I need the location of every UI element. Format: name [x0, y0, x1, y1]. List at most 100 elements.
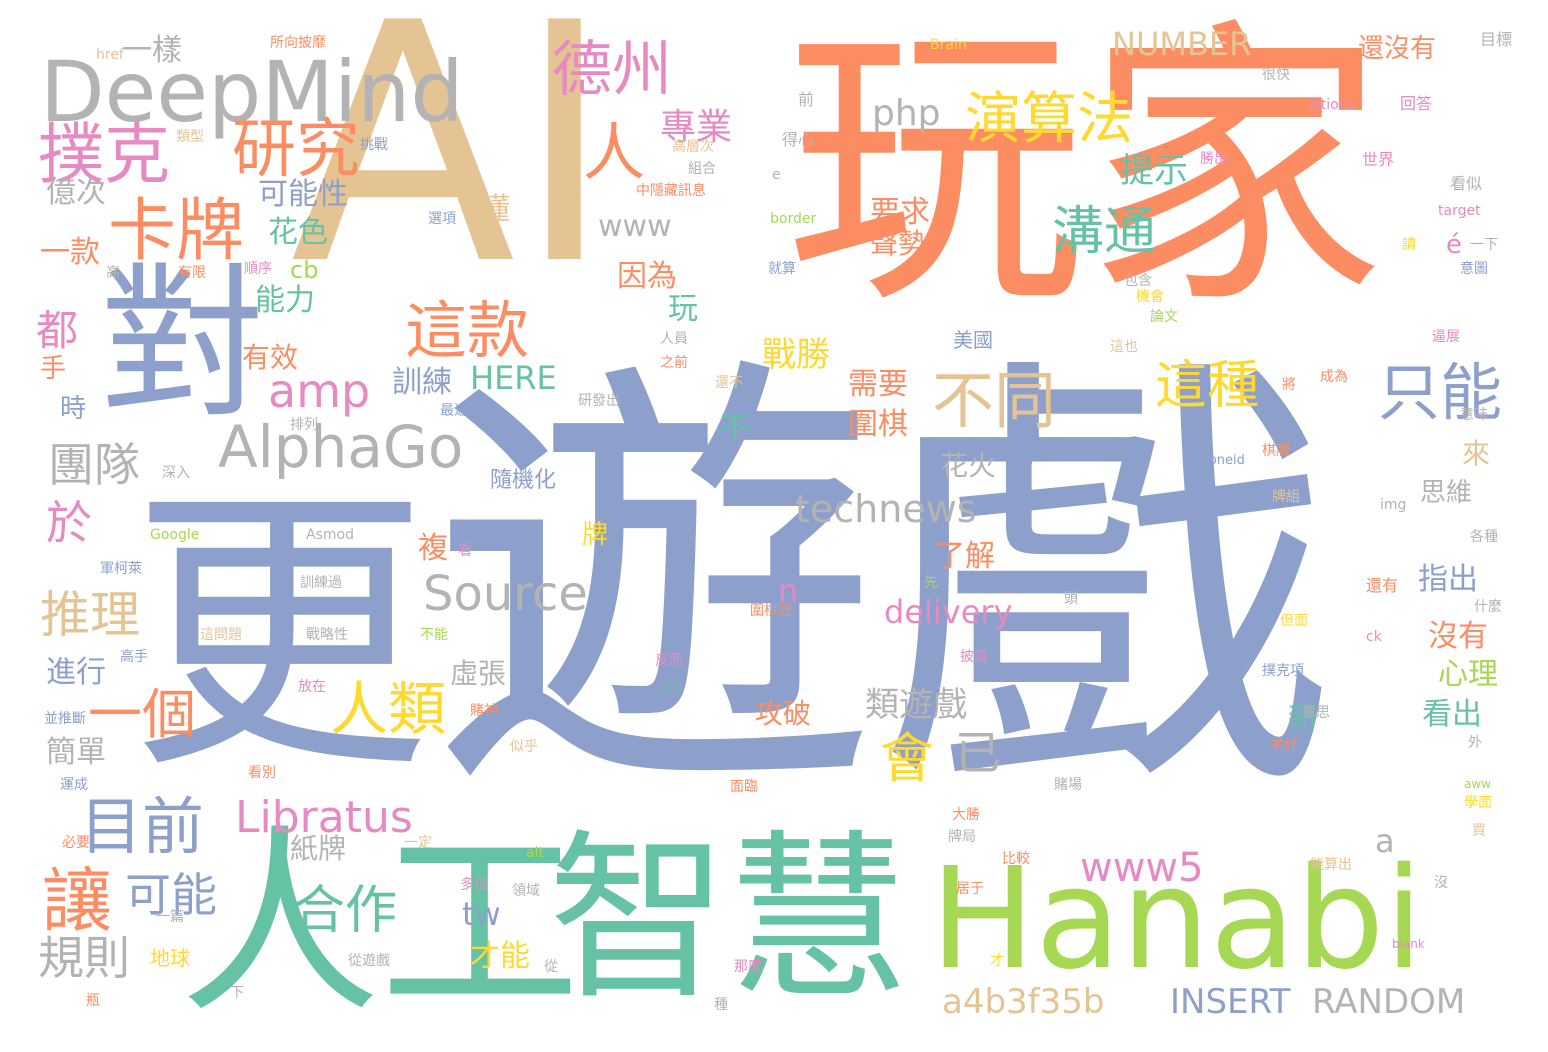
word-cloud-word: 反而 — [655, 653, 683, 669]
word-cloud-word: 並推斷 — [44, 711, 86, 727]
word-cloud-word: 簡單 — [46, 735, 106, 770]
word-cloud-word: 下 — [230, 985, 244, 1001]
word-cloud-word: 類遊戲 — [865, 685, 967, 725]
word-cloud-word: 意味 — [1460, 407, 1488, 423]
word-cloud-word: 勝出 — [1200, 151, 1228, 167]
word-cloud-word: 懂 — [480, 192, 510, 227]
word-cloud-word: Google — [150, 527, 200, 543]
word-cloud-word: www5 — [1080, 845, 1204, 891]
word-cloud-word: 戰勝 — [762, 335, 830, 375]
word-cloud-word: 所向披靡 — [270, 35, 326, 51]
word-cloud-word: 學面 — [1464, 795, 1492, 811]
word-cloud-word: 不能 — [420, 627, 448, 643]
word-cloud-word: 人 — [583, 116, 646, 189]
word-cloud-word: 什麼 — [1474, 599, 1502, 615]
word-cloud-word: 撲克 — [38, 116, 170, 193]
word-cloud-word: 成為 — [1320, 369, 1348, 385]
word-cloud-word: 多位 — [460, 877, 488, 893]
word-cloud-word: 人類 — [330, 675, 447, 743]
word-cloud-word: 回答 — [1400, 94, 1433, 113]
word-cloud-word: 但面 — [1280, 613, 1308, 629]
word-cloud-word: 不過 — [596, 427, 624, 443]
word-cloud-word: HERE — [470, 359, 557, 397]
word-cloud-word: é — [1446, 230, 1462, 260]
word-cloud-word: 得心 — [782, 130, 815, 149]
word-cloud-word: 人工 — [180, 808, 581, 1041]
word-cloud-word: technews — [795, 487, 977, 531]
word-cloud-word: a4b3f35b — [942, 982, 1105, 1022]
word-cloud-word: 賭神 — [470, 703, 498, 719]
word-cloud-word: 就算 — [768, 261, 796, 277]
word-cloud-word: 研發出 — [578, 393, 620, 409]
word-cloud-word: 放在 — [298, 679, 326, 695]
word-cloud-word: 智慧 — [548, 815, 909, 1024]
word-cloud-word: 看出 — [1422, 697, 1482, 732]
word-cloud-word: DeepMind — [40, 43, 464, 141]
word-cloud-word: delivery — [884, 593, 1013, 631]
word-cloud-word: 花色 — [268, 215, 328, 250]
word-cloud-word: 高手 — [120, 649, 148, 665]
word-cloud-word: a — [1375, 822, 1395, 860]
word-cloud-word: 瓶 — [86, 993, 100, 1009]
word-cloud-word: 之前 — [660, 355, 688, 371]
word-cloud-word: 買 — [1472, 823, 1486, 839]
word-cloud-word: 順序 — [244, 261, 272, 277]
word-cloud-word: 運成 — [60, 777, 88, 793]
word-cloud-word: 前 — [798, 90, 815, 109]
word-cloud-word: 這種 — [1155, 356, 1260, 416]
word-cloud-word: 時 — [60, 394, 87, 424]
word-cloud-word: 團隊 — [48, 438, 140, 492]
word-cloud-word: 才能 — [470, 939, 530, 974]
word-cloud-word: 論文 — [1150, 309, 1178, 325]
word-cloud-word: 從 — [544, 959, 558, 975]
word-cloud-word: 合作 — [293, 881, 398, 941]
word-cloud-word: 牌局 — [948, 829, 976, 845]
word-cloud-word: 地球 — [150, 946, 190, 970]
word-cloud-word: php — [872, 93, 941, 134]
word-cloud-word: 居于 — [956, 881, 984, 897]
word-cloud-word: 都 — [36, 306, 79, 355]
word-cloud-word: www — [598, 209, 672, 244]
word-cloud-word: 機會 — [1136, 289, 1164, 305]
word-cloud-word: 外 — [1468, 735, 1482, 751]
word-cloud-word: 高層次 — [672, 139, 714, 155]
word-cloud-word: 會 — [880, 727, 934, 790]
word-cloud-word: 隨機化 — [490, 468, 557, 493]
word-cloud-word: 一樣 — [122, 33, 182, 68]
word-cloud-word: 先 — [924, 575, 938, 591]
word-cloud-word: 不同 — [932, 364, 1057, 437]
word-cloud-word: 讀 — [1402, 237, 1416, 253]
word-cloud-word: 這問題 — [200, 627, 242, 643]
word-cloud-word: 逼展 — [1432, 329, 1460, 345]
word-cloud-word: 排列 — [290, 417, 318, 433]
word-cloud-word: 軍柯萊 — [100, 561, 142, 577]
word-cloud-word: 世界 — [1362, 150, 1395, 169]
word-cloud-word: 玩家 — [785, 0, 1385, 344]
word-cloud-word: src — [662, 679, 683, 695]
word-cloud-word: 意圖 — [1460, 261, 1488, 277]
word-cloud-word: 紙牌 — [290, 832, 347, 865]
word-cloud-word: Hanabi — [930, 838, 1424, 1001]
word-cloud-word: 賭場 — [1054, 777, 1082, 793]
word-cloud-word: 聲勢 — [870, 227, 927, 260]
word-cloud-word: 有效 — [242, 341, 299, 374]
word-cloud-word: 牌 — [582, 520, 609, 550]
word-cloud-word: 看似 — [1450, 174, 1483, 193]
word-cloud-word: 一下 — [1470, 237, 1498, 253]
word-cloud-word: Libratus — [235, 792, 413, 843]
word-cloud-word: 推理 — [40, 586, 140, 644]
word-cloud-word: 專業 — [660, 107, 733, 148]
word-cloud-word: zoneid — [1202, 453, 1245, 468]
word-cloud-word: 手 — [40, 354, 67, 384]
word-cloud-word: 溝通 — [1052, 202, 1157, 262]
word-cloud-word: 能力 — [255, 283, 315, 318]
word-cloud-word: 目標 — [1480, 30, 1513, 49]
word-cloud-word: 可能性 — [258, 177, 348, 212]
word-cloud-word: 類型 — [176, 129, 204, 145]
word-cloud-word: 必要 — [62, 835, 90, 851]
word-cloud-word: 那麼 — [734, 959, 762, 975]
word-cloud-word: 最近 — [440, 403, 468, 419]
word-cloud-word: 挑戰 — [360, 137, 388, 153]
word-cloud-word: 這款 — [405, 294, 530, 367]
